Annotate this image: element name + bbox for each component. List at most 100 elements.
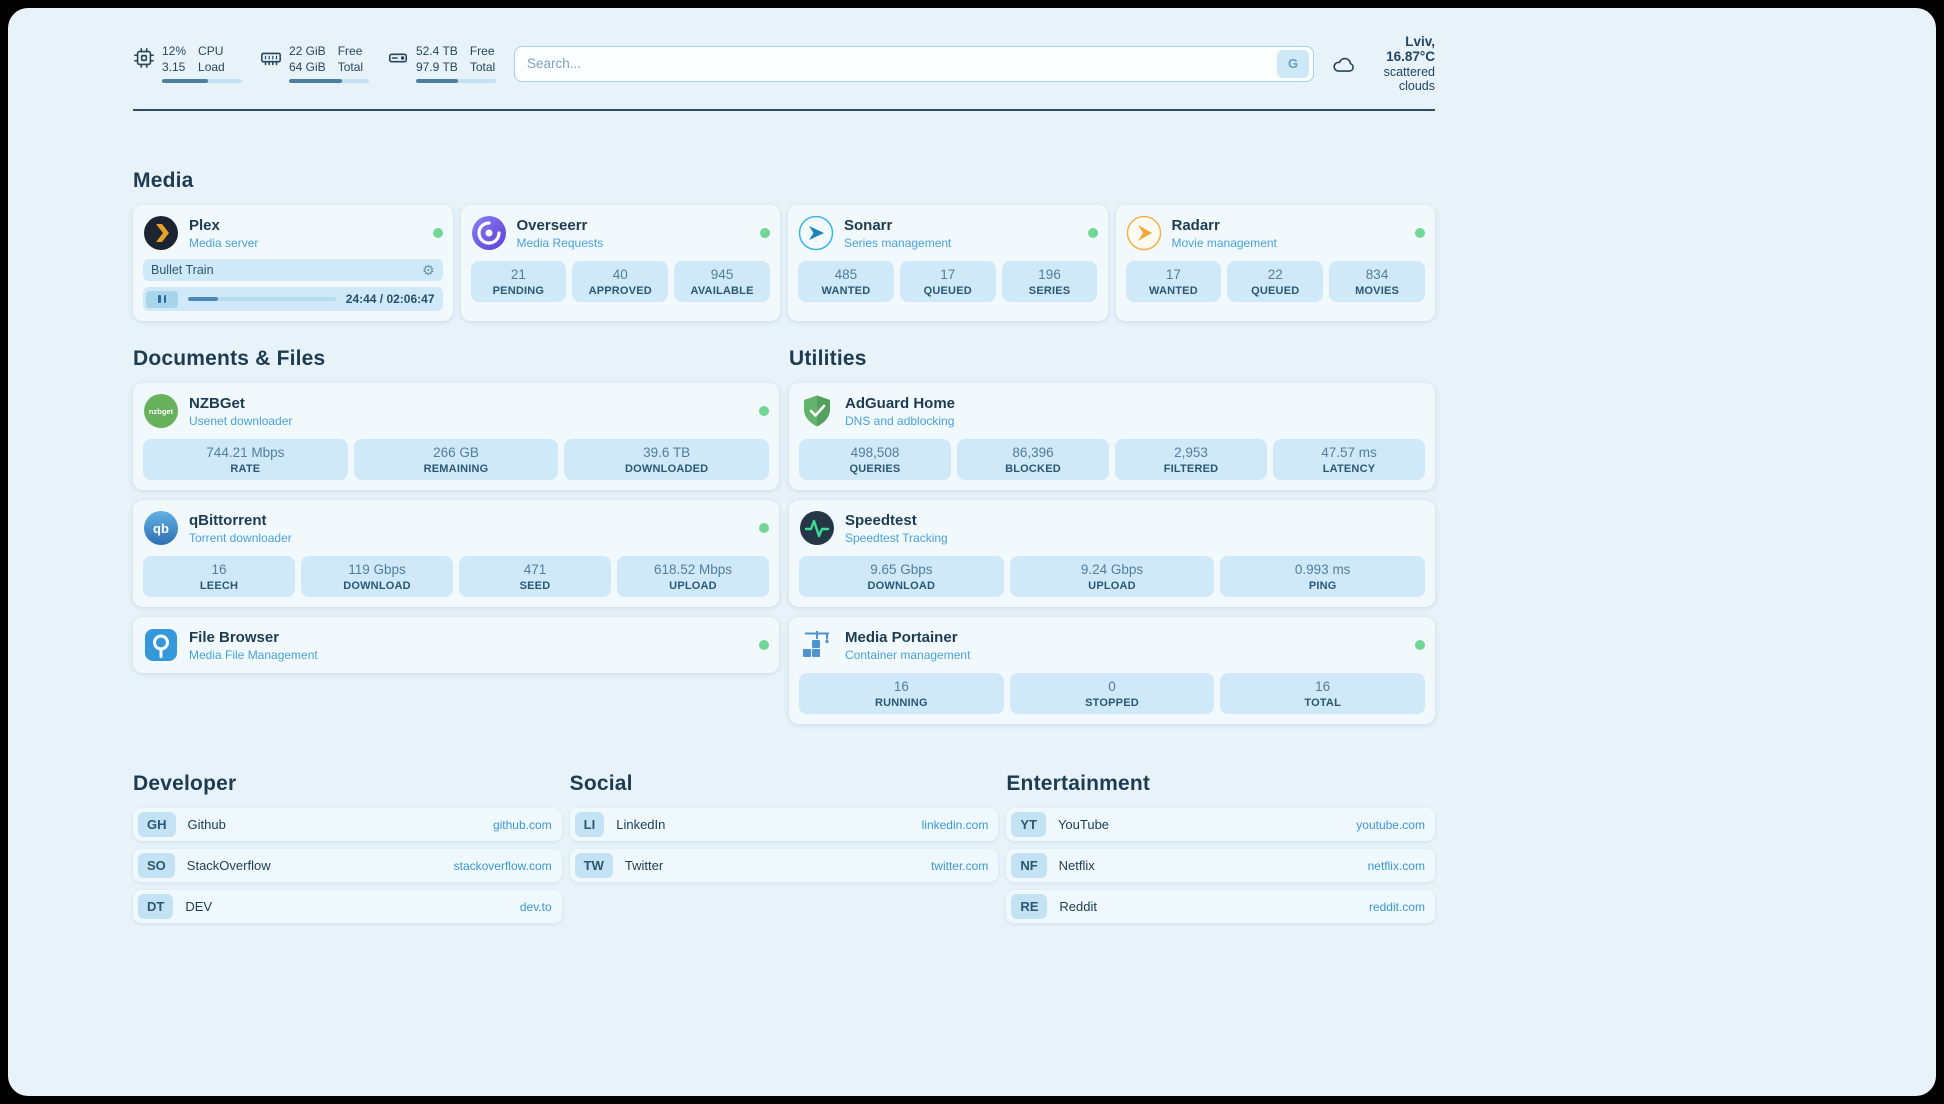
service-name: qBittorrent: [189, 511, 267, 529]
portainer-card[interactable]: Media Portainer Container management 16 …: [789, 617, 1435, 724]
service-subtitle: Media File Management: [189, 647, 318, 662]
search-provider-button[interactable]: G: [1277, 49, 1309, 78]
bookmark-name: StackOverflow: [186, 858, 271, 873]
bookmark-github[interactable]: GH Github github.com: [133, 808, 562, 841]
stat-tile: 485 WANTED: [798, 261, 894, 302]
search-bar: G: [514, 45, 1314, 82]
stat-label: RATE: [230, 463, 261, 475]
stat-tile: 945 AVAILABLE: [674, 261, 770, 302]
bookmark-url: netflix.com: [1367, 858, 1425, 873]
stat-tile: 834 MOVIES: [1329, 261, 1425, 302]
stat-value: 471: [523, 562, 547, 577]
stat-label: SERIES: [1028, 285, 1071, 297]
bookmark-url: linkedin.com: [921, 817, 989, 832]
disk-free-value: 52.4 TB: [416, 43, 458, 58]
documents-group: Documents & Files nzbget NZBGet Usenet d…: [133, 321, 779, 673]
service-subtitle: Torrent downloader: [189, 530, 292, 545]
memory-total-value: 64 GiB: [289, 59, 326, 74]
nzbget-card[interactable]: nzbget NZBGet Usenet downloader 744.21 M…: [133, 383, 779, 490]
memory-usage-bar: [289, 79, 369, 84]
top-bar: 12% 3.15 CPU Load: [133, 34, 1435, 111]
qbittorrent-icon: qb: [143, 510, 179, 546]
section-title-documents: Documents & Files: [133, 347, 326, 370]
stat-tile: 2,953 FILTERED: [1115, 439, 1267, 480]
stat-tile: 196 SERIES: [1001, 261, 1098, 302]
bookmark-reddit[interactable]: RE Reddit reddit.com: [1006, 890, 1435, 923]
stat-value: 2,953: [1174, 445, 1208, 460]
media-player-row: 24:44 / 02:06:47: [143, 287, 443, 311]
disk-total-value: 97.9 TB: [416, 59, 458, 74]
stat-label: PING: [1308, 580, 1337, 592]
stat-label: FILTERED: [1163, 463, 1219, 475]
bookmark-abbr: DT: [138, 894, 174, 919]
stat-tile: 9.65 Gbps DOWNLOAD: [799, 556, 1004, 597]
stat-tile: 21 PENDING: [470, 261, 567, 302]
stat-label: WANTED: [1148, 285, 1198, 297]
service-subtitle: Series management: [844, 235, 952, 250]
stat-label: DOWNLOADED: [625, 463, 709, 475]
stat-tile: 0 STOPPED: [1009, 673, 1215, 714]
media-group: Plex Media server Bullet Train ⚙ 24:44 /…: [133, 205, 1435, 321]
service-name: Overseerr: [516, 216, 588, 234]
weather-location: Lviv, 16.87°C: [1386, 34, 1435, 64]
bookmark-stackoverflow[interactable]: SO StackOverflow stackoverflow.com: [133, 849, 562, 882]
status-dot: [1415, 640, 1425, 650]
bookmark-name: LinkedIn: [616, 817, 666, 832]
stat-label: AVAILABLE: [690, 285, 754, 297]
bookmark-netflix[interactable]: NF Netflix netflix.com: [1006, 849, 1435, 882]
service-subtitle: Usenet downloader: [189, 413, 293, 428]
stat-label: UPLOAD: [669, 580, 717, 592]
cpu-load-label: Load: [198, 59, 225, 74]
service-subtitle: Speedtest Tracking: [845, 530, 948, 545]
stat-value: 945: [710, 267, 734, 282]
adguard-icon: [799, 393, 835, 429]
stat-label: RUNNING: [874, 697, 928, 709]
sonarr-card[interactable]: Sonarr Series management 485 WANTED 17 Q…: [788, 205, 1108, 321]
radarr-card[interactable]: Radarr Movie management 17 WANTED 22 QUE…: [1115, 205, 1435, 321]
bookmark-twitter[interactable]: TW Twitter twitter.com: [569, 849, 999, 882]
bookmark-youtube[interactable]: YT YouTube youtube.com: [1006, 808, 1435, 841]
stat-label: BLOCKED: [1005, 463, 1061, 475]
adguard-card[interactable]: AdGuard Home DNS and adblocking 498,508 …: [789, 383, 1435, 490]
stat-tile: 0.993 ms PING: [1220, 556, 1426, 597]
stat-value: 16: [1315, 679, 1331, 694]
bookmark-linkedin[interactable]: LI LinkedIn linkedin.com: [569, 808, 999, 841]
gear-icon[interactable]: ⚙: [421, 262, 435, 278]
stat-tile: 22 QUEUED: [1227, 261, 1324, 302]
playback-progress-bar[interactable]: [188, 297, 336, 301]
service-subtitle: Media Requests: [516, 235, 604, 250]
status-dot: [759, 406, 769, 416]
stat-label: LATENCY: [1322, 463, 1376, 475]
cloud-icon: [1333, 57, 1354, 72]
bookmark-abbr: GH: [138, 812, 176, 837]
stat-tile: 39.6 TB DOWNLOADED: [564, 439, 770, 480]
bookmark-dev[interactable]: DT DEV dev.to: [133, 890, 562, 923]
plex-card[interactable]: Plex Media server Bullet Train ⚙ 24:44 /…: [133, 205, 453, 321]
bookmark-url: twitter.com: [930, 858, 989, 873]
stat-tile: 9.24 Gbps UPLOAD: [1009, 556, 1215, 597]
stat-label: TOTAL: [1304, 697, 1341, 709]
bookmark-url: reddit.com: [1368, 899, 1425, 914]
cpu-usage-bar: [162, 79, 242, 84]
service-name: Sonarr: [844, 216, 893, 234]
stat-tile: 16 TOTAL: [1220, 673, 1426, 714]
stat-label: UPLOAD: [1088, 580, 1136, 592]
pause-button[interactable]: [146, 290, 178, 308]
search-input[interactable]: [527, 56, 1277, 71]
bookmark-url: dev.to: [519, 899, 552, 914]
speedtest-icon: [799, 510, 835, 546]
bookmark-name: Reddit: [1059, 899, 1097, 914]
speedtest-card[interactable]: Speedtest Speedtest Tracking 9.65 Gbps D…: [789, 500, 1435, 607]
overseerr-card[interactable]: Overseerr Media Requests 21 PENDING 40 A…: [460, 205, 780, 321]
memory-free-label: Free: [337, 43, 363, 58]
stat-label: WANTED: [821, 285, 871, 297]
qbittorrent-card[interactable]: qb qBittorrent Torrent downloader 16 LEE…: [133, 500, 779, 607]
stat-label: REMAINING: [423, 463, 489, 475]
stat-value: 22: [1267, 267, 1283, 282]
stat-label: MOVIES: [1355, 285, 1400, 297]
filebrowser-card[interactable]: File Browser Media File Management: [133, 617, 779, 673]
service-name: Radarr: [1171, 216, 1220, 234]
stat-label: DOWNLOAD: [867, 580, 936, 592]
cpu-usage-value: 12%: [162, 43, 187, 58]
disk-widget: 52.4 TB 97.9 TB Free Total: [387, 43, 496, 84]
